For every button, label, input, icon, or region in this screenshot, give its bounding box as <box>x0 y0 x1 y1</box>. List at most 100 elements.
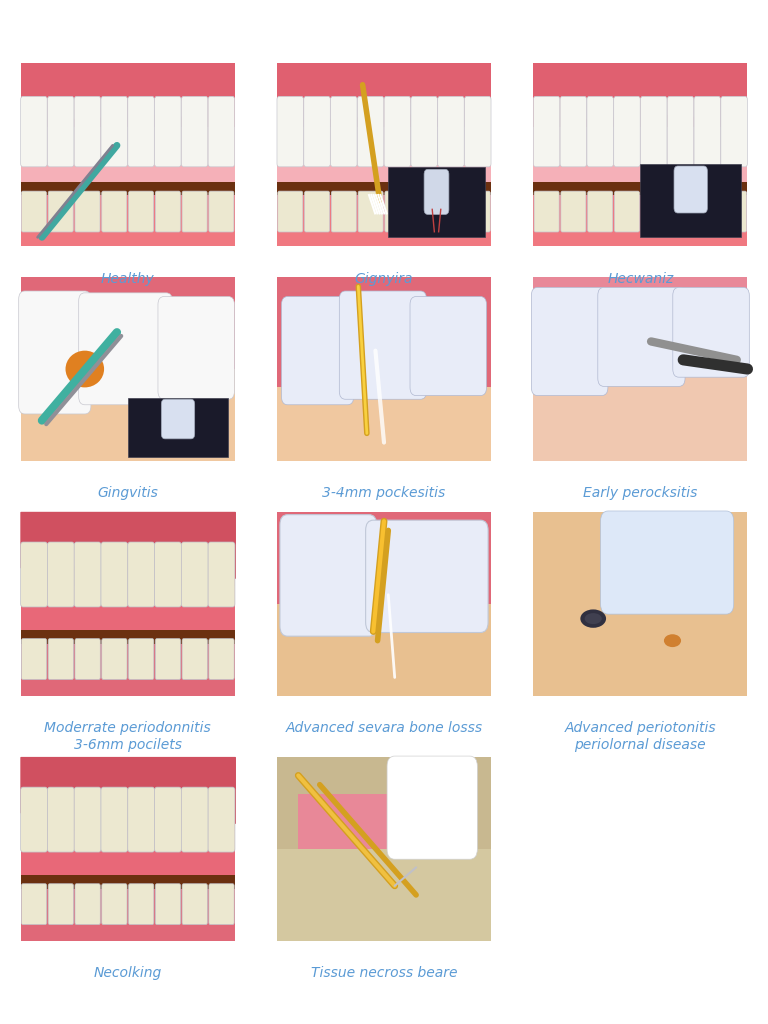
Bar <box>21 757 235 830</box>
FancyBboxPatch shape <box>280 515 376 636</box>
Bar <box>21 512 235 586</box>
Text: Healthy: Healthy <box>101 272 154 286</box>
FancyBboxPatch shape <box>330 96 357 167</box>
FancyBboxPatch shape <box>673 288 750 377</box>
Ellipse shape <box>571 97 624 120</box>
FancyBboxPatch shape <box>424 169 449 214</box>
FancyBboxPatch shape <box>182 191 207 232</box>
FancyBboxPatch shape <box>533 278 747 461</box>
Bar <box>277 127 491 191</box>
Text: Advanced periotonitis
periolornal disease: Advanced periotonitis periolornal diseas… <box>564 721 717 752</box>
Bar <box>298 794 470 849</box>
FancyBboxPatch shape <box>182 639 207 680</box>
FancyBboxPatch shape <box>209 639 234 680</box>
FancyBboxPatch shape <box>561 191 586 232</box>
FancyBboxPatch shape <box>21 62 235 247</box>
FancyBboxPatch shape <box>410 297 487 395</box>
Ellipse shape <box>406 99 449 118</box>
FancyBboxPatch shape <box>465 96 491 167</box>
FancyBboxPatch shape <box>127 96 154 167</box>
Bar <box>533 182 747 195</box>
Bar <box>21 62 235 136</box>
Bar <box>533 62 747 136</box>
FancyBboxPatch shape <box>74 787 101 852</box>
Bar <box>21 882 235 941</box>
FancyBboxPatch shape <box>155 191 180 232</box>
FancyBboxPatch shape <box>438 96 464 167</box>
FancyBboxPatch shape <box>48 191 73 232</box>
FancyBboxPatch shape <box>209 191 234 232</box>
Bar <box>21 127 235 191</box>
FancyBboxPatch shape <box>75 191 100 232</box>
FancyBboxPatch shape <box>101 542 127 607</box>
Bar <box>21 757 235 941</box>
FancyBboxPatch shape <box>48 787 74 852</box>
FancyBboxPatch shape <box>101 96 127 167</box>
FancyBboxPatch shape <box>358 191 383 232</box>
FancyBboxPatch shape <box>128 191 154 232</box>
FancyBboxPatch shape <box>667 96 694 167</box>
Bar <box>389 168 485 238</box>
FancyBboxPatch shape <box>668 191 693 232</box>
FancyBboxPatch shape <box>385 191 410 232</box>
FancyBboxPatch shape <box>588 191 613 232</box>
FancyBboxPatch shape <box>614 191 640 232</box>
Text: Necolking: Necolking <box>94 967 162 980</box>
FancyBboxPatch shape <box>411 96 438 167</box>
FancyBboxPatch shape <box>533 62 747 247</box>
FancyBboxPatch shape <box>534 191 559 232</box>
Ellipse shape <box>149 99 192 118</box>
Text: Hecwaniz: Hecwaniz <box>607 272 674 286</box>
FancyBboxPatch shape <box>101 639 127 680</box>
Bar <box>277 187 491 247</box>
FancyBboxPatch shape <box>128 639 154 680</box>
Bar <box>277 512 491 696</box>
FancyBboxPatch shape <box>127 787 154 852</box>
FancyBboxPatch shape <box>722 191 746 232</box>
FancyBboxPatch shape <box>384 96 411 167</box>
FancyBboxPatch shape <box>357 96 384 167</box>
Bar <box>533 127 747 191</box>
FancyBboxPatch shape <box>78 293 172 404</box>
FancyBboxPatch shape <box>674 166 707 213</box>
FancyBboxPatch shape <box>695 191 720 232</box>
Bar <box>533 278 747 461</box>
FancyBboxPatch shape <box>465 191 490 232</box>
FancyBboxPatch shape <box>154 96 181 167</box>
FancyBboxPatch shape <box>22 191 46 232</box>
FancyBboxPatch shape <box>304 96 330 167</box>
FancyBboxPatch shape <box>48 542 74 607</box>
FancyBboxPatch shape <box>281 297 354 404</box>
Bar <box>277 182 491 195</box>
FancyBboxPatch shape <box>21 278 235 461</box>
FancyBboxPatch shape <box>531 288 608 395</box>
Ellipse shape <box>581 609 606 628</box>
FancyBboxPatch shape <box>439 191 463 232</box>
Ellipse shape <box>58 97 111 120</box>
FancyBboxPatch shape <box>161 399 194 439</box>
FancyBboxPatch shape <box>21 787 48 852</box>
FancyBboxPatch shape <box>48 884 74 925</box>
FancyBboxPatch shape <box>387 756 478 859</box>
FancyBboxPatch shape <box>155 639 180 680</box>
Text: Advanced sevara bone losss: Advanced sevara bone losss <box>286 721 482 735</box>
FancyBboxPatch shape <box>181 542 208 607</box>
FancyBboxPatch shape <box>614 96 641 167</box>
Bar <box>21 187 235 247</box>
FancyBboxPatch shape <box>208 96 235 167</box>
Bar <box>21 637 235 696</box>
FancyBboxPatch shape <box>74 542 101 607</box>
Bar <box>21 369 235 461</box>
FancyBboxPatch shape <box>305 191 329 232</box>
FancyBboxPatch shape <box>533 96 560 167</box>
FancyBboxPatch shape <box>101 191 127 232</box>
Bar <box>277 278 491 461</box>
Text: Gignyira: Gignyira <box>355 272 413 286</box>
Ellipse shape <box>65 350 104 387</box>
FancyBboxPatch shape <box>601 511 733 614</box>
Bar <box>277 62 491 136</box>
FancyBboxPatch shape <box>101 787 127 852</box>
FancyBboxPatch shape <box>74 96 101 167</box>
Text: Moderrate periodonnitis
3-6mm pocilets: Moderrate periodonnitis 3-6mm pocilets <box>45 721 211 752</box>
FancyBboxPatch shape <box>331 191 356 232</box>
